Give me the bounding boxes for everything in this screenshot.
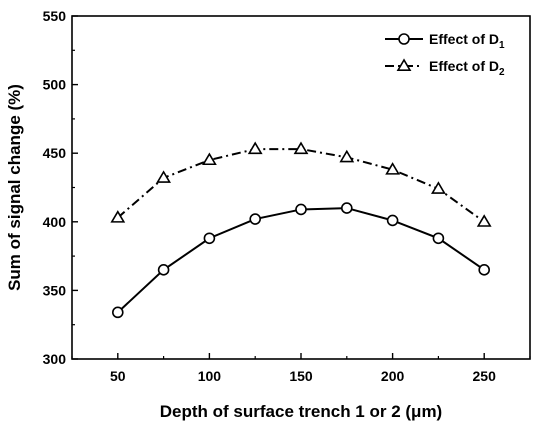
- legend-marker: [398, 33, 410, 45]
- data-point: [249, 213, 261, 225]
- data-point: [431, 181, 446, 194]
- y-tick-label: 450: [43, 145, 67, 161]
- data-point: [295, 203, 307, 216]
- data-point: [432, 232, 445, 245]
- series-line: [117, 207, 485, 314]
- legend-label-text: Effect of D: [429, 31, 499, 47]
- data-point: [340, 202, 353, 214]
- series-layer: [110, 141, 492, 319]
- x-tick-label: 50: [110, 368, 126, 384]
- x-axis: 50 100 150 200 250: [71, 353, 531, 384]
- data-point: [202, 152, 217, 166]
- data-point: [478, 264, 491, 276]
- data-point: [476, 214, 492, 227]
- data-point: [110, 210, 126, 223]
- y-tick-label: 300: [43, 351, 67, 367]
- series-1: [112, 202, 491, 319]
- legend-label-text: Effect of D: [429, 58, 499, 74]
- y-tick-label: 350: [43, 282, 67, 298]
- y-tick-label: 400: [43, 214, 67, 230]
- legend-label: Effect of D2: [429, 58, 505, 78]
- y-axis-label: Sum of signal change (%): [5, 84, 24, 291]
- legend-label: Effect of D1: [429, 31, 505, 51]
- y-tick-label: 550: [43, 8, 67, 24]
- data-point: [156, 170, 171, 183]
- data-point: [386, 214, 399, 227]
- data-point: [157, 264, 170, 276]
- data-point: [385, 162, 400, 175]
- series-line: [117, 148, 485, 223]
- legend-label-subscript: 2: [499, 67, 505, 78]
- x-tick-label: 200: [381, 368, 405, 384]
- legend-marker: [396, 58, 412, 71]
- legend-item-2: Effect of D2: [385, 58, 505, 78]
- x-axis-label: Depth of surface trench 1 or 2 (μm): [160, 402, 442, 421]
- data-point: [293, 141, 309, 155]
- legend-item-1: Effect of D1: [385, 31, 505, 51]
- data-point: [112, 306, 124, 319]
- data-point: [339, 149, 355, 163]
- data-point: [247, 141, 263, 155]
- x-tick-label: 150: [289, 368, 313, 384]
- legend-label-subscript: 1: [499, 40, 505, 51]
- x-tick-label: 250: [473, 368, 497, 384]
- data-point: [203, 232, 216, 245]
- series-2: [110, 141, 492, 227]
- x-tick-label: 100: [198, 368, 222, 384]
- y-axis: 300 350 400 450 500 550: [43, 8, 78, 367]
- y-tick-label: 500: [43, 77, 67, 93]
